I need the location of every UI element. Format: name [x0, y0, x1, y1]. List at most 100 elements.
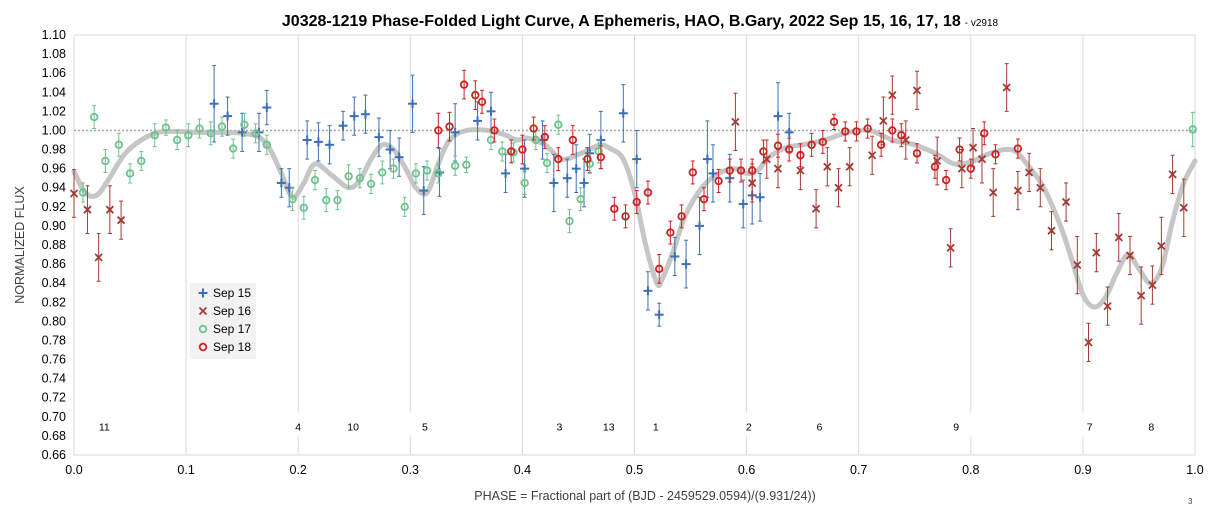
point-1-29-b	[1047, 226, 1056, 235]
point-1-9-b	[796, 166, 805, 175]
point-2-12	[217, 122, 227, 131]
point-1-26-b	[1013, 186, 1023, 195]
x-tick-7: 0.7	[850, 463, 867, 477]
point-1-28-b	[1036, 183, 1045, 192]
point-1-37-b	[1137, 291, 1146, 300]
point-1-14	[868, 151, 877, 160]
chart-version: - v2918	[965, 18, 999, 29]
point-2-15	[251, 129, 260, 138]
y-tick-18: 1.02	[42, 104, 66, 118]
point-1-13	[845, 162, 854, 171]
point-0-8	[313, 137, 323, 147]
point-1-2	[94, 253, 103, 262]
gridlines	[73, 35, 1196, 455]
point-1-33	[1092, 248, 1101, 257]
point-0-43	[755, 192, 765, 202]
point-0-0	[209, 99, 219, 109]
annotation-9: 9	[953, 421, 959, 433]
point-1-39	[1157, 241, 1166, 251]
legend-marker-3	[198, 342, 208, 352]
point-3-36	[863, 124, 872, 133]
point-1-0	[69, 189, 79, 198]
point-1-16	[888, 90, 897, 100]
point-1-13-b	[845, 162, 854, 171]
point-3-35	[852, 127, 861, 136]
point-1-7	[762, 154, 771, 164]
annotation-6: 1	[653, 421, 659, 433]
point-1-3-b	[105, 205, 115, 214]
point-0-26	[562, 173, 572, 183]
y-tick-11: 0.88	[42, 238, 66, 252]
point-3-29	[784, 145, 794, 154]
point-1-31-b	[1073, 260, 1082, 270]
point-3-5	[490, 126, 499, 135]
point-0-14	[385, 145, 395, 155]
annotation-8: 6	[817, 421, 823, 433]
point-1-17-b	[901, 135, 910, 145]
series-sep-16	[69, 63, 1188, 362]
point-1-10	[811, 204, 821, 213]
point-1-12-b	[834, 183, 843, 192]
point-1-41-b	[1179, 203, 1188, 212]
point-1-31	[1073, 260, 1082, 270]
annotation-1: 4	[295, 421, 301, 433]
point-2-9	[184, 131, 193, 140]
point-0-25	[549, 178, 559, 188]
point-1-21	[957, 164, 966, 173]
annotation-bg-3	[404, 412, 446, 437]
point-1-27-b	[1024, 168, 1034, 177]
point-3-25	[736, 166, 746, 175]
point-1-2-b	[94, 253, 103, 262]
x-tick-1: 0.1	[177, 463, 194, 477]
point-0-19	[450, 127, 460, 137]
point-3-14	[610, 204, 619, 213]
legend-label-3: Sep 18	[213, 340, 251, 354]
y-tick-22: 1.10	[42, 28, 66, 42]
point-3-40	[912, 149, 922, 158]
point-1-14-b	[868, 151, 877, 160]
point-3-2	[459, 80, 469, 89]
chart-title: J0328-1219 Phase-Folded Light Curve, A E…	[282, 13, 999, 30]
point-3-26	[748, 166, 757, 175]
point-0-5	[276, 178, 286, 188]
point-3-44	[966, 164, 975, 173]
point-1-24-b	[989, 188, 998, 197]
point-1-20	[946, 243, 955, 253]
annotation-0: 11	[99, 421, 110, 433]
point-3-13	[596, 152, 606, 162]
point-2-25	[378, 168, 387, 177]
point-1-1	[83, 205, 92, 214]
point-2-11	[206, 129, 215, 138]
legend-label-1: Sep 16	[213, 304, 251, 318]
y-tick-8: 0.82	[42, 295, 66, 309]
point-1-1-b	[83, 205, 92, 214]
point-1-16-b	[888, 90, 897, 100]
x-tick-4: 0.4	[514, 463, 531, 477]
point-2-28	[411, 169, 421, 178]
point-1-22-b	[968, 143, 978, 152]
point-2-10	[195, 124, 204, 133]
y-tick-5: 0.76	[42, 353, 66, 367]
point-0-44	[773, 111, 783, 121]
point-2-29	[422, 166, 432, 175]
point-2-24	[366, 179, 376, 189]
annotation-bg-1	[277, 412, 319, 437]
legend-marker-0	[198, 288, 208, 298]
point-0-12	[360, 109, 370, 119]
data-points	[69, 63, 1197, 362]
point-0-27	[571, 164, 581, 174]
point-3-31	[807, 140, 816, 149]
point-3-20	[677, 212, 686, 221]
point-0-16	[408, 99, 418, 109]
x-axis-label: PHASE = Fractional part of (BJD - 245952…	[474, 489, 816, 503]
point-2-44	[1188, 125, 1197, 134]
legend: Sep 15 Sep 16 Sep 17 Sep 18	[190, 283, 256, 359]
x-tick-0: 0.0	[65, 463, 82, 477]
point-3-19	[666, 228, 675, 237]
point-2-23	[355, 173, 365, 183]
point-2-36	[520, 178, 529, 188]
point-1-38-b	[1148, 280, 1157, 290]
point-2-4	[125, 169, 135, 178]
point-0-15	[394, 152, 404, 162]
point-1-40-b	[1168, 170, 1177, 179]
